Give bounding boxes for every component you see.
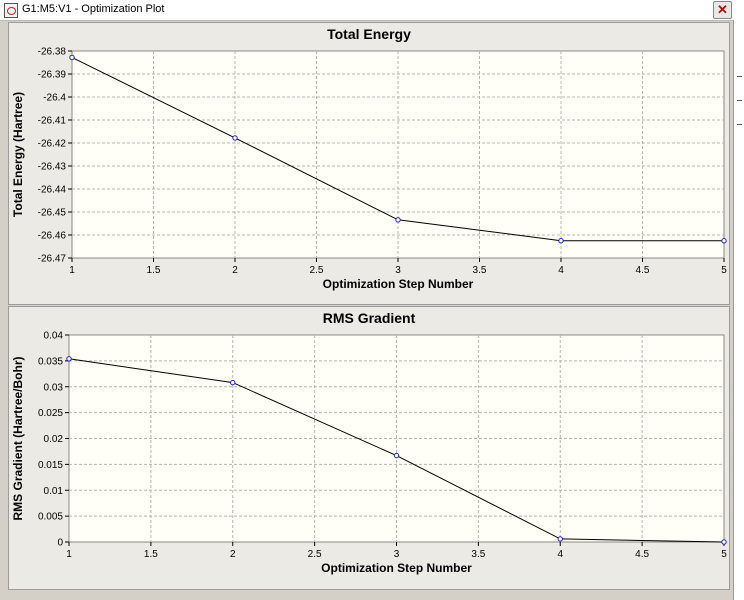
x-axis-label: Optimization Step Number: [323, 277, 474, 291]
rms-gradient-chart: 1 1.5 2 2.5 3 3.5 4 4.5 5 0.04 0.035 0.03 0.025 0.02 0…: [11, 331, 727, 576]
data-point: [721, 539, 727, 545]
rms-gradient-panel: RMS Gradient 1 1.5 2 2.5 3 3.5 4 4.5 5 0.04 0.035 0…: [8, 306, 730, 590]
y-tick-label: 0.03: [44, 382, 64, 393]
x-tick-label: 3: [395, 265, 401, 276]
y-tick-label: 0.025: [38, 408, 63, 419]
x-tick-label: 1: [66, 549, 72, 560]
data-point: [721, 238, 727, 244]
window-title: G1:M5:V1 - Optimization Plot: [22, 3, 165, 15]
y-tick-label: -26.38: [38, 47, 67, 58]
close-button[interactable]: ✕: [713, 1, 732, 19]
data-point: [66, 356, 72, 362]
x-tick-label: 2.5: [310, 265, 324, 276]
data-point: [557, 536, 563, 542]
y-tick-label: -26.39: [38, 70, 67, 81]
data-point: [395, 217, 401, 223]
close-icon: ✕: [717, 2, 728, 17]
y-tick-label: -26.41: [38, 116, 67, 127]
window-titlebar: G1:M5:V1 - Optimization Plot ✕: [0, 0, 744, 21]
x-tick-label: 1: [69, 265, 75, 276]
x-tick-label: 4.5: [636, 265, 650, 276]
x-tick-label: 5: [721, 549, 727, 560]
y-tick-label: -26.43: [38, 162, 67, 173]
y-tick-label: -26.45: [38, 208, 67, 219]
data-point: [232, 135, 238, 141]
y-tick-label: 0.01: [44, 486, 64, 497]
app-icon: [4, 3, 18, 18]
x-tick-label: 3: [394, 549, 400, 560]
x-tick-label: 3.5: [471, 549, 485, 560]
x-tick-label: 4: [557, 549, 563, 560]
y-tick-label: 0.02: [44, 434, 64, 445]
y-axis-label: RMS Gradient (Hartree/Bohr): [11, 356, 25, 520]
y-tick-label: -26.42: [38, 139, 67, 150]
y-tick-label: 0: [57, 538, 63, 549]
x-tick-label: 3.5: [473, 265, 487, 276]
y-tick-label: -26.46: [38, 231, 67, 242]
y-tick-label: 0.015: [38, 460, 63, 471]
y-tick-label: -26.4: [43, 93, 66, 104]
x-tick-label: 2: [232, 265, 238, 276]
background-window-edge: [733, 20, 744, 600]
x-tick-label: 1.5: [144, 549, 158, 560]
x-tick-label: 5: [721, 265, 727, 276]
y-tick-label: 0.04: [44, 331, 64, 342]
x-tick-label: 4: [558, 265, 564, 276]
y-tick-label: 0.035: [38, 356, 63, 367]
chart-title: Total Energy: [327, 26, 411, 42]
x-tick-label: 1.5: [147, 265, 161, 276]
y-tick-label: -26.47: [38, 254, 67, 265]
y-axis-label: Total Energy (Hartree): [11, 92, 25, 217]
data-point: [69, 54, 75, 61]
data-point: [393, 452, 400, 459]
y-tick-label: 0.005: [38, 512, 63, 523]
x-axis-label: Optimization Step Number: [321, 561, 472, 575]
chart-title: RMS Gradient: [322, 310, 416, 326]
x-tick-label: 2.5: [308, 549, 322, 560]
x-tick-label: 2: [230, 549, 236, 560]
total-energy-chart: 1 1.5 2 2.5 3 3.5 4 4.5 5 -26.38 -26.39 -26.4 -26.41…: [11, 47, 727, 292]
total-energy-panel: Total Energy 1 1.5 2 2.5 3 3.5 4 4.5 5 -26.38 -26.…: [8, 22, 730, 305]
data-point: [230, 379, 236, 386]
y-tick-label: -26.44: [38, 185, 67, 196]
x-tick-label: 4.5: [635, 549, 649, 560]
data-point: [558, 238, 564, 244]
